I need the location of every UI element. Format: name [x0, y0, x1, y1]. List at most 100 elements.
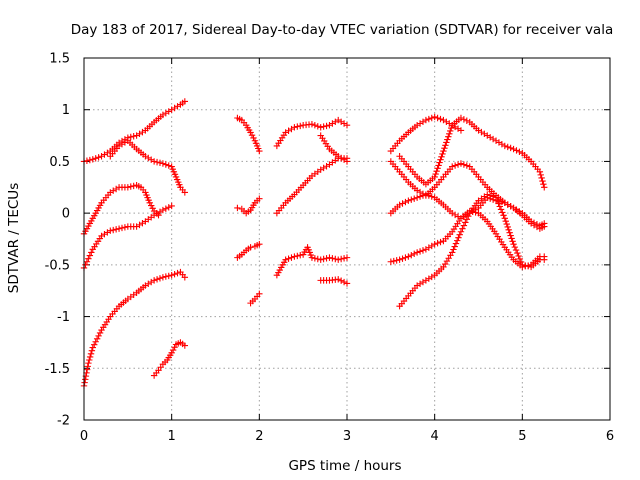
data-point [89, 156, 96, 163]
data-point [92, 338, 99, 345]
data-point [311, 255, 319, 262]
data-point [148, 202, 155, 209]
data-point [311, 122, 319, 129]
data-point [343, 122, 351, 129]
data-point [457, 160, 465, 167]
data-point [486, 192, 494, 199]
data-points [80, 98, 548, 390]
x-tick-label: 6 [606, 429, 614, 444]
data-point [314, 255, 321, 263]
data-point [437, 115, 444, 123]
data-point [434, 239, 441, 247]
data-point [337, 277, 345, 284]
data-point [522, 262, 529, 269]
data-point [314, 123, 321, 130]
data-point [112, 226, 120, 233]
data-point [469, 208, 476, 215]
data-point [326, 254, 333, 261]
data-point [85, 359, 92, 367]
data-point [510, 145, 517, 153]
data-point [498, 198, 506, 206]
x-tick-label: 4 [431, 429, 439, 444]
data-point [248, 132, 256, 139]
data-point [492, 194, 500, 201]
y-tick-label: 1 [62, 103, 70, 118]
data-point [92, 155, 99, 162]
data-point [459, 225, 466, 232]
data-point [156, 159, 164, 167]
data-point [500, 212, 507, 219]
data-point [463, 117, 471, 124]
data-point [448, 124, 455, 132]
data-point [150, 277, 158, 284]
data-point [465, 213, 472, 220]
y-tick-label: -1 [57, 310, 70, 325]
data-point [165, 204, 172, 211]
data-point [513, 147, 520, 154]
data-point [515, 252, 522, 260]
data-point [514, 249, 521, 257]
data-point [93, 335, 101, 343]
data-point [118, 224, 126, 232]
data-point [428, 193, 435, 200]
data-point [484, 191, 491, 198]
data-point [399, 200, 406, 207]
data-point [428, 114, 435, 122]
data-point [457, 228, 465, 235]
data-point [332, 255, 339, 263]
data-point [169, 346, 177, 354]
data-point [463, 216, 471, 223]
x-tick-label: 1 [168, 429, 176, 444]
data-point [399, 255, 406, 262]
series-arc-14 [273, 244, 351, 279]
data-point [425, 192, 433, 199]
data-point [234, 204, 241, 212]
data-point [294, 252, 301, 260]
data-point [297, 122, 304, 130]
series-arc-2 [107, 137, 189, 196]
data-point [408, 196, 415, 203]
data-point [159, 206, 167, 214]
x-tick-label: 5 [518, 429, 526, 444]
data-point [317, 256, 324, 263]
data-point [168, 272, 175, 279]
plot-frame [83, 57, 611, 421]
data-point [519, 261, 526, 269]
data-point [419, 247, 427, 254]
data-point [452, 240, 460, 247]
data-point [504, 143, 511, 151]
data-point [127, 183, 134, 190]
data-point [181, 189, 189, 196]
data-point [89, 344, 96, 351]
data-point [396, 256, 403, 263]
data-point [413, 194, 421, 201]
data-point [508, 235, 515, 242]
data-point [88, 347, 96, 354]
data-point [340, 255, 348, 262]
series-arc-15 [317, 276, 351, 287]
y-axis-label: SDTVAR / TECUs [6, 183, 22, 293]
ticks: 0 1 2 3 4 5 6 -2 -1.5 -1 -0.5 0 0.5 1 1.5 [45, 52, 615, 445]
data-point [340, 278, 348, 286]
data-point [86, 353, 94, 361]
series-arc-10 [247, 290, 263, 307]
data-point [456, 231, 463, 238]
data-point [511, 243, 519, 251]
x-axis-label: GPS time / hours [288, 458, 401, 474]
data-point [87, 350, 95, 358]
data-point [256, 195, 263, 202]
data-point [285, 255, 292, 262]
data-point [441, 145, 448, 152]
x-tick-label: 0 [80, 429, 88, 444]
data-point [308, 120, 316, 128]
data-point [494, 197, 501, 204]
data-point [541, 184, 548, 191]
data-point [419, 192, 427, 199]
data-point [247, 129, 254, 136]
data-point [387, 258, 395, 265]
series-arc-13 [273, 155, 351, 217]
data-point [297, 252, 304, 259]
data-point [460, 222, 468, 229]
data-point [150, 158, 158, 165]
data-point [536, 168, 544, 175]
